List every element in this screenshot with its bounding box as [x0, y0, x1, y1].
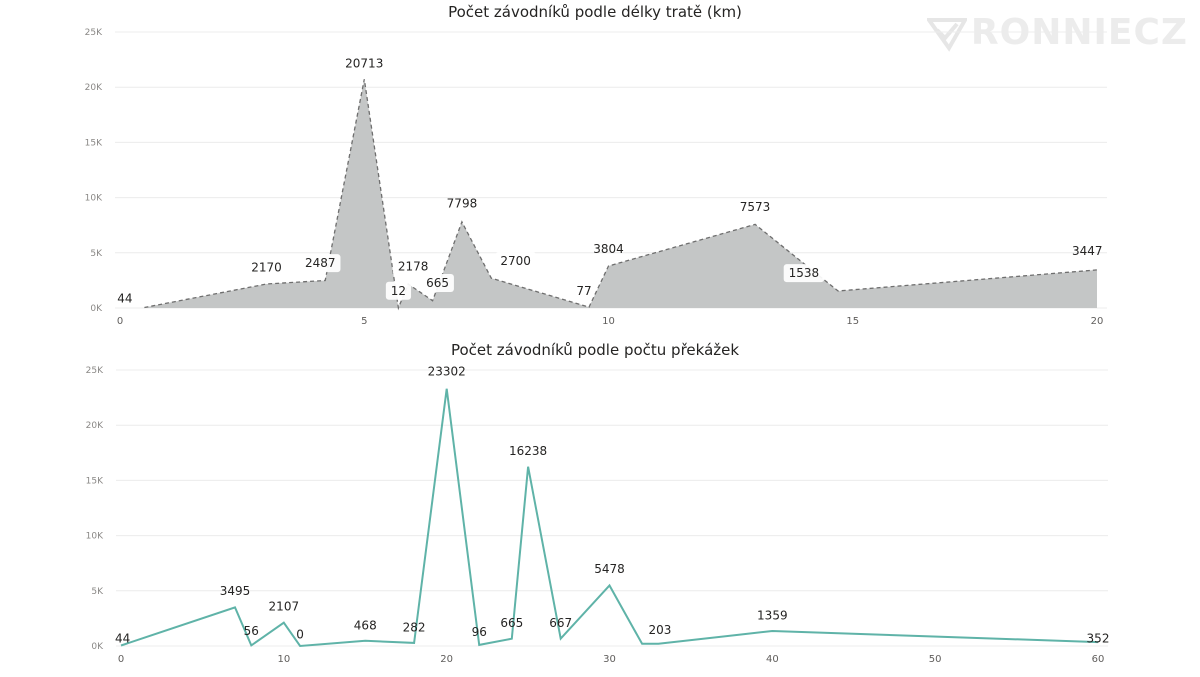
chart-title-length: Počet závodníků podle délky tratě (km) — [448, 3, 742, 21]
x-tick-label: 0 — [118, 654, 124, 665]
data-label: 0 — [296, 627, 304, 641]
y-tick-label: 25K — [85, 28, 103, 38]
x-tick-label: 10 — [277, 654, 290, 665]
data-label-box — [421, 274, 454, 293]
data-label: 16238 — [509, 444, 547, 458]
x-tick-label: 5 — [361, 316, 367, 327]
data-label: 20713 — [345, 56, 383, 70]
data-label-box — [495, 251, 536, 270]
data-label: 2178 — [398, 259, 429, 273]
data-label: 282 — [403, 621, 426, 635]
x-tick-label: 0 — [117, 316, 123, 327]
y-tick-label: 5K — [90, 249, 103, 259]
y-tick-label: 0K — [90, 304, 103, 314]
data-label: 352 — [1087, 632, 1110, 646]
data-label: 3804 — [593, 242, 624, 256]
y-tick-label: 5K — [91, 587, 104, 597]
x-tick-label: 40 — [766, 654, 779, 665]
data-label: 665 — [426, 276, 449, 290]
data-label: 7573 — [740, 200, 771, 214]
area-fill — [144, 79, 1097, 308]
data-label: 3495 — [220, 584, 251, 598]
data-label: 2170 — [251, 261, 282, 275]
data-label-box — [392, 257, 434, 276]
area-outline — [144, 79, 1098, 311]
data-label: 3447 — [1072, 244, 1103, 258]
x-tick-label: 20 — [440, 654, 453, 665]
data-label: 667 — [549, 616, 572, 630]
x-tick-label: 30 — [603, 654, 616, 665]
data-label: 2107 — [269, 600, 300, 614]
data-label-box — [783, 264, 825, 283]
data-label: 1538 — [789, 266, 820, 280]
data-label: 5478 — [594, 562, 625, 576]
y-tick-label: 15K — [85, 138, 103, 148]
series-line — [120, 388, 1099, 648]
data-label: 12 — [391, 284, 406, 298]
x-tick-label: 20 — [1091, 316, 1104, 327]
chart-title-obstacles: Počet závodníků podle počtu překážek — [450, 341, 740, 359]
y-tick-label: 10K — [86, 532, 104, 542]
x-tick-label: 15 — [846, 316, 859, 327]
data-label: 2700 — [500, 254, 531, 268]
y-tick-label: 15K — [86, 476, 104, 486]
x-tick-label: 10 — [602, 316, 615, 327]
data-label: 96 — [472, 625, 487, 639]
x-tick-label: 50 — [929, 654, 942, 665]
y-tick-label: 20K — [86, 421, 104, 431]
x-tick-label: 60 — [1092, 654, 1105, 665]
check-shield-icon — [926, 18, 967, 52]
data-label: 44 — [117, 291, 132, 305]
y-tick-label: 25K — [86, 366, 104, 376]
y-tick-label: 10K — [85, 194, 103, 204]
data-label: 44 — [115, 632, 130, 646]
y-tick-label: 20K — [85, 83, 103, 93]
data-label: 56 — [244, 624, 259, 638]
data-label: 23302 — [428, 365, 466, 379]
data-label-box — [300, 254, 341, 273]
data-label: 77 — [576, 284, 591, 298]
data-label: 665 — [500, 616, 523, 630]
data-label: 1359 — [757, 609, 788, 623]
data-label: 7798 — [447, 197, 478, 211]
data-label-box — [385, 281, 412, 300]
y-tick-label: 0K — [91, 642, 104, 652]
data-label: 203 — [649, 623, 672, 637]
data-label: 2487 — [305, 256, 336, 270]
data-label: 468 — [354, 618, 377, 632]
